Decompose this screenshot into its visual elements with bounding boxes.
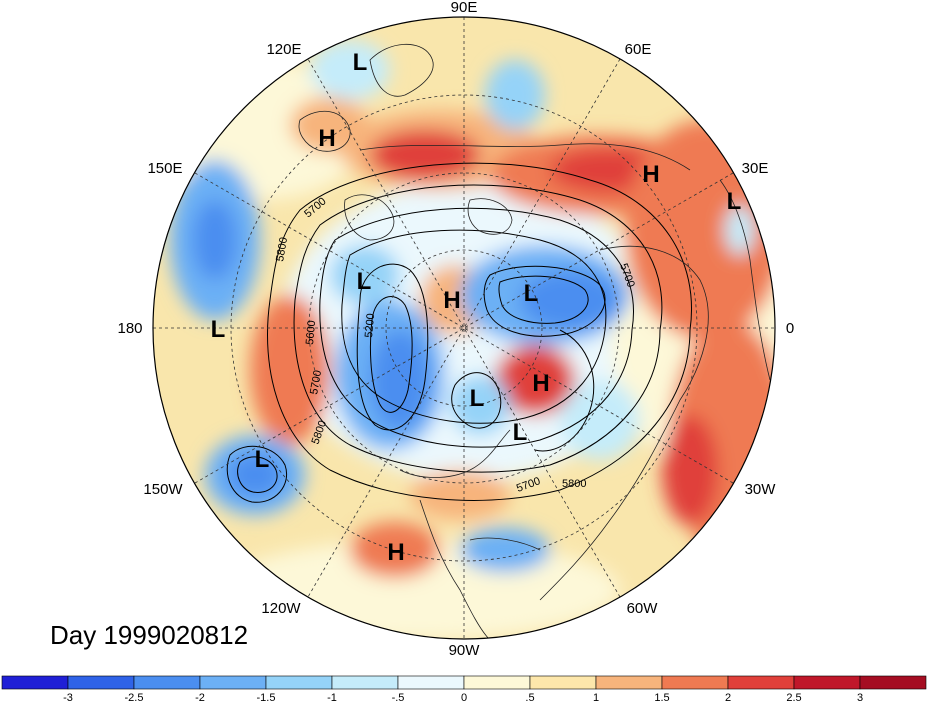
contour-5400-east	[483, 265, 606, 337]
contour-label: 5600	[304, 320, 318, 345]
lon-label-60w: 60W	[627, 600, 659, 617]
lon-label-30e: 30E	[742, 160, 769, 177]
colorbar-swatch	[67, 675, 135, 690]
low-marker: L	[727, 188, 742, 215]
low-marker: L	[255, 446, 270, 473]
colorbar-tick-label: -1	[327, 692, 337, 702]
contour-5600	[319, 207, 634, 448]
contour-label: 5700	[308, 369, 324, 395]
pressure-systems: L H H L L L H L L H L L H	[211, 49, 742, 566]
high-marker: H	[532, 370, 549, 397]
high-marker: H	[318, 125, 335, 152]
contour-5500	[341, 229, 607, 424]
date-label: Day 1999020812	[50, 620, 249, 650]
lon-label-30w: 30W	[745, 481, 777, 498]
contour-5700	[293, 184, 663, 473]
colorbar-swatch	[397, 675, 465, 690]
low-marker: L	[524, 280, 539, 307]
colorbar-swatch	[199, 675, 267, 690]
contour-label: 5800	[274, 236, 290, 262]
colorbar-tick-label: -.5	[392, 692, 405, 702]
lon-label-150w: 150W	[143, 481, 183, 498]
colorbar-tick-label: 2.5	[786, 692, 801, 702]
lon-label-150e: 150E	[147, 160, 182, 177]
graticule	[153, 17, 775, 639]
longitude-labels: 90E 60E 30E 0 30W 60W 90W 120W 150W 180 …	[117, 0, 794, 659]
lon-label-90e: 90E	[451, 0, 478, 16]
colorbar-swatch	[595, 675, 663, 690]
height-contours	[226, 162, 692, 503]
lon-label-120w: 120W	[261, 600, 301, 617]
high-marker: H	[443, 287, 460, 314]
lon-label-60e: 60E	[625, 41, 652, 58]
low-marker: L	[353, 49, 368, 76]
low-marker: L	[357, 268, 372, 295]
colorbar-tick-label: 1.5	[654, 692, 669, 702]
colorbar-tick-label: 0	[461, 692, 467, 702]
colorbar-tick-label: .5	[525, 692, 534, 702]
contour-label: 5200	[363, 313, 377, 338]
contour-label: 5800	[562, 478, 586, 490]
contour-polar	[451, 372, 502, 429]
high-marker: H	[642, 161, 659, 188]
colorbar-swatch	[331, 675, 399, 690]
map-boundary	[152, 16, 776, 640]
colorbar-swatch	[859, 675, 927, 690]
contour-5500-east	[498, 275, 589, 324]
colorbar-swatch	[529, 675, 597, 690]
colorbar-tick-label: -2	[195, 692, 205, 702]
contour-aleutian-inner	[237, 456, 278, 493]
colorbar-tick-label: 2	[725, 692, 731, 702]
colorbar-tick-label: -3	[63, 692, 73, 702]
lon-label-90w: 90W	[449, 642, 481, 659]
contour-5300-west	[369, 296, 413, 413]
contour-5400-west	[356, 263, 429, 431]
low-marker: L	[513, 419, 528, 446]
colorbar-swatch	[661, 675, 729, 690]
colorbar-swatch	[133, 675, 201, 690]
low-marker: L	[470, 385, 485, 412]
contour-5800-outer	[267, 162, 692, 501]
colorbar-tick-label: 1	[593, 692, 599, 702]
colorbar-swatch	[727, 675, 795, 690]
colorbar-swatch	[265, 675, 333, 690]
lon-label-0: 0	[786, 320, 794, 337]
high-marker: H	[387, 539, 404, 566]
lon-label-120e: 120E	[266, 41, 301, 58]
colorbar-swatch	[1, 675, 69, 690]
colorbar-tick-label: 3	[857, 692, 863, 702]
contour-aleutian-low	[226, 445, 287, 503]
colorbar: -3 -2.5 -2 -1.5 -1 -.5 0 .5 1 1.5 2 2.5 3	[1, 675, 927, 702]
lon-label-180: 180	[117, 320, 142, 337]
colorbar-swatch	[463, 675, 531, 690]
colorbar-tick-label: -1.5	[257, 692, 276, 702]
low-marker: L	[211, 316, 226, 343]
colorbar-swatch	[793, 675, 861, 690]
colorbar-tick-label: -2.5	[125, 692, 144, 702]
contour-east-trough	[534, 329, 595, 452]
